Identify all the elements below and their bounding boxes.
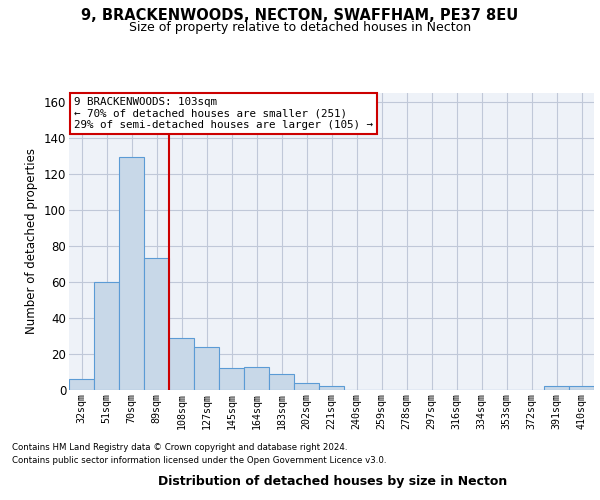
- Text: Size of property relative to detached houses in Necton: Size of property relative to detached ho…: [129, 21, 471, 34]
- Bar: [569, 386, 594, 390]
- Text: Contains HM Land Registry data © Crown copyright and database right 2024.: Contains HM Land Registry data © Crown c…: [12, 444, 347, 452]
- Text: Contains public sector information licensed under the Open Government Licence v3: Contains public sector information licen…: [12, 456, 386, 465]
- Bar: [144, 258, 169, 390]
- Bar: [244, 366, 269, 390]
- Text: 9, BRACKENWOODS, NECTON, SWAFFHAM, PE37 8EU: 9, BRACKENWOODS, NECTON, SWAFFHAM, PE37 …: [82, 8, 518, 22]
- Bar: [194, 346, 219, 390]
- Bar: [544, 386, 569, 390]
- Bar: [119, 158, 144, 390]
- Y-axis label: Number of detached properties: Number of detached properties: [25, 148, 38, 334]
- Bar: [169, 338, 194, 390]
- Bar: [319, 386, 344, 390]
- Bar: [219, 368, 244, 390]
- Bar: [69, 379, 94, 390]
- Bar: [269, 374, 294, 390]
- Bar: [94, 282, 119, 390]
- Text: Distribution of detached houses by size in Necton: Distribution of detached houses by size …: [158, 474, 508, 488]
- Bar: [294, 383, 319, 390]
- Text: 9 BRACKENWOODS: 103sqm
← 70% of detached houses are smaller (251)
29% of semi-de: 9 BRACKENWOODS: 103sqm ← 70% of detached…: [74, 97, 373, 130]
